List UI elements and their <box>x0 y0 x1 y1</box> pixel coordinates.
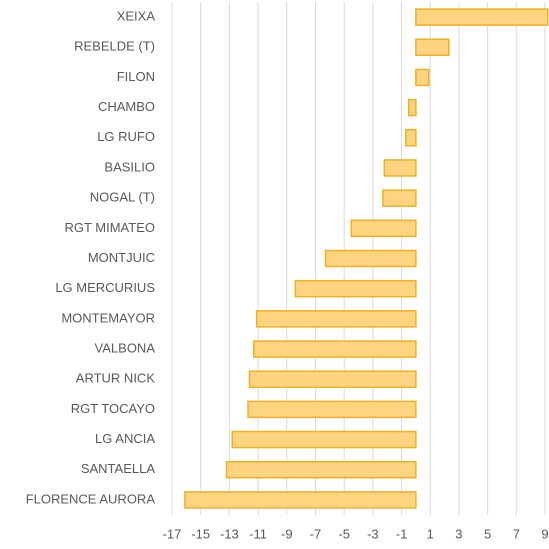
y-tick-label: RGT TOCAYO <box>71 401 155 416</box>
bar <box>383 159 417 177</box>
bar <box>415 8 549 26</box>
x-tick-label: -1 <box>396 526 408 541</box>
bar <box>350 219 417 238</box>
x-tick-label: 9 <box>541 526 548 541</box>
bar <box>324 249 417 268</box>
y-tick-label: FILON <box>117 69 155 84</box>
y-tick-label: MONTEMAYOR <box>61 310 155 325</box>
bar <box>405 129 417 147</box>
x-tick-label: 1 <box>427 526 434 541</box>
x-tick-label: -5 <box>338 526 350 541</box>
bar <box>407 98 417 117</box>
y-tick-label: NOGAL (T) <box>90 190 155 205</box>
x-tick-label: 7 <box>513 526 520 541</box>
y-tick-label: SANTAELLA <box>81 461 156 476</box>
x-tick-label: -3 <box>367 526 379 541</box>
y-tick-label: LG ANCIA <box>95 431 155 446</box>
bar <box>294 279 417 298</box>
x-tick-label: 5 <box>484 526 491 541</box>
bar <box>255 310 417 328</box>
x-tick-label: -15 <box>191 526 210 541</box>
bar <box>225 460 417 479</box>
y-tick-label: FLORENCE AURORA <box>26 491 156 506</box>
bar <box>415 38 450 57</box>
bar <box>382 189 417 207</box>
y-tick-label: LG RUFO <box>97 129 155 144</box>
y-tick-label: REBELDE (T) <box>74 39 155 54</box>
x-tick-label: -17 <box>163 526 182 541</box>
y-tick-label: XEIXA <box>117 9 156 24</box>
y-tick-label: CHAMBO <box>98 99 155 114</box>
x-tick-label: 3 <box>455 526 462 541</box>
x-tick-label: -9 <box>281 526 293 541</box>
y-tick-label: LG MERCURIUS <box>55 280 155 295</box>
bar <box>247 400 417 419</box>
bar <box>184 491 417 509</box>
y-tick-label: RGT MIMATEO <box>64 220 155 235</box>
x-tick-label: -7 <box>310 526 322 541</box>
y-tick-label: MONTJUIC <box>88 250 155 265</box>
bar <box>415 68 430 87</box>
y-tick-label: BASILIO <box>104 159 155 174</box>
x-tick-label: -11 <box>249 526 267 541</box>
y-tick-label: ARTUR NICK <box>76 371 156 386</box>
bar <box>231 430 417 449</box>
bar <box>248 370 417 388</box>
y-tick-label: VALBONA <box>95 340 156 355</box>
x-tick-label: -13 <box>220 526 239 541</box>
bar <box>253 340 417 358</box>
